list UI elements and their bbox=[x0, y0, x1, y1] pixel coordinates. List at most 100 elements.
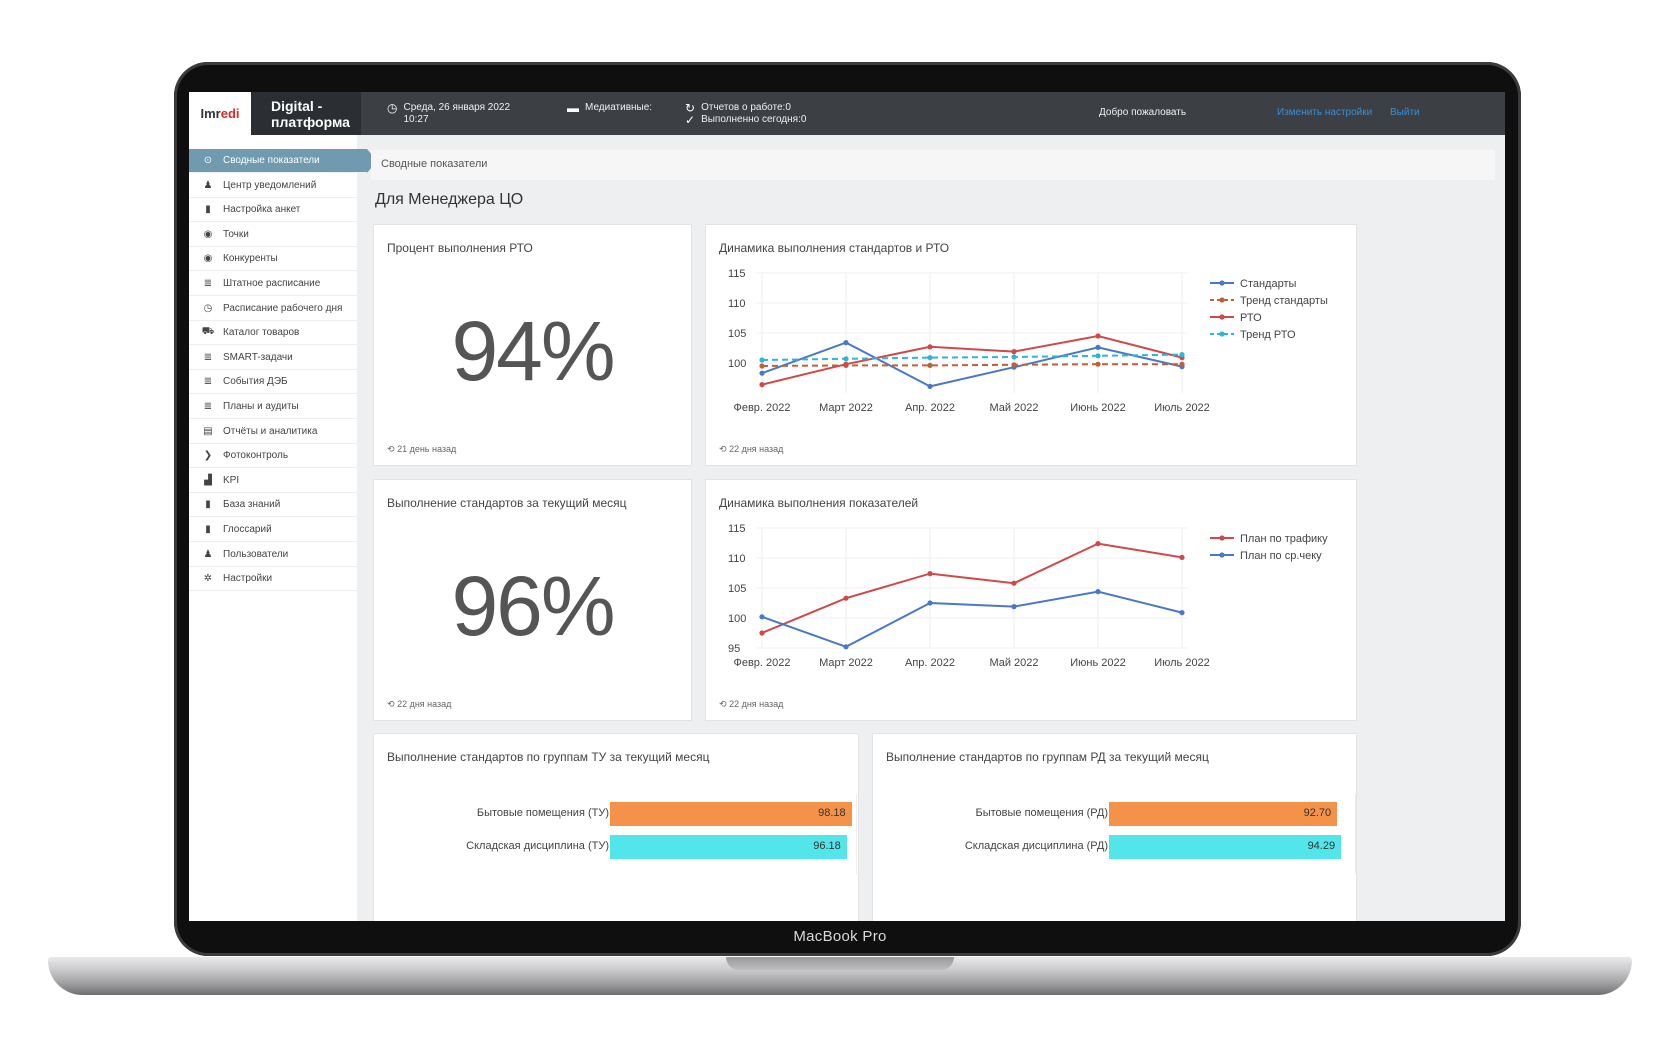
bar-category-label: Бытовые помещения (ТУ) bbox=[476, 807, 609, 819]
sidebar-item[interactable]: ▮ Глоссарий bbox=[189, 518, 357, 542]
card-title: Динамика выполнения показателей bbox=[719, 496, 919, 510]
data-point bbox=[759, 357, 765, 363]
grid-line bbox=[1355, 794, 1357, 874]
bar-row: Складская дисциплина (РД) 94.29 bbox=[873, 835, 1358, 859]
legend-marker bbox=[1219, 331, 1225, 337]
sidebar-item[interactable]: ◷ Расписание рабочего дня bbox=[189, 297, 357, 321]
data-point bbox=[1011, 580, 1017, 586]
bar-row: Бытовые помещения (РД) 92.70 bbox=[873, 802, 1358, 826]
y-tick-label: 105 bbox=[728, 328, 746, 340]
data-point bbox=[1179, 352, 1185, 358]
data-point bbox=[759, 614, 765, 620]
sidebar-item-label: Сводные показатели bbox=[223, 155, 320, 166]
dynamics-indicators-chart: 95 100 105 110 115 Февр. 2022 Март 2022 Апр. 20… bbox=[728, 523, 1328, 669]
y-tick-label: 115 bbox=[728, 268, 746, 280]
sidebar-item[interactable]: ▮ Настройка анкет bbox=[189, 198, 357, 223]
sidebar-item[interactable]: ≣ Штатное расписание bbox=[189, 272, 357, 296]
sidebar-item[interactable]: ▟ KPI bbox=[189, 469, 357, 493]
data-point bbox=[1011, 362, 1017, 368]
sidebar-item[interactable]: ▮ База знаний bbox=[189, 493, 357, 518]
data-point bbox=[843, 644, 849, 650]
globe-icon: ◉ bbox=[203, 228, 213, 240]
sidebar-item[interactable]: ◉ Конкуренты bbox=[189, 247, 357, 272]
gear-icon: ✲ bbox=[203, 573, 213, 585]
app-screen: Imr edi Digital - платформа ◷ Среда, 26 я… bbox=[189, 92, 1505, 921]
dynamics-standards-rto-chart: 100 105 110 115 Февр. 2022 Март 2022 Апр. 2022… bbox=[728, 268, 1328, 414]
legend-marker bbox=[1219, 280, 1225, 286]
sidebar-item[interactable]: ❯ Фотоконтроль bbox=[189, 444, 357, 469]
x-tick-label: Март 2022 bbox=[819, 402, 873, 414]
book-icon: ▮ bbox=[205, 499, 211, 511]
book-icon: ▮ bbox=[205, 524, 211, 535]
sidebar-item-label: KPI bbox=[223, 474, 240, 486]
legend-marker bbox=[1219, 552, 1225, 558]
sidebar-item-label: Каталог товаров bbox=[223, 327, 300, 339]
globe-icon: ◉ bbox=[203, 253, 213, 265]
legend-label: Стандарты bbox=[1240, 278, 1297, 290]
data-point bbox=[1179, 361, 1185, 367]
table-icon: ▤ bbox=[203, 425, 213, 437]
sidebar-item[interactable]: ≣ События ДЭБ bbox=[189, 370, 357, 395]
series-line bbox=[761, 542, 1183, 634]
reports-count: Отчетов о работе:0 bbox=[701, 102, 791, 113]
sidebar-item[interactable]: ⊙ Сводные показатели bbox=[189, 149, 377, 173]
card-footer: ⟲ 22 дня назад bbox=[719, 699, 783, 710]
y-tick-label: 100 bbox=[728, 613, 746, 625]
series-line bbox=[761, 590, 1183, 648]
sidebar-item[interactable]: ◉ Точки bbox=[189, 223, 357, 247]
legend-label: План по трафику bbox=[1240, 533, 1328, 545]
card-footer-text: 22 дня назад bbox=[729, 699, 784, 709]
card-title: Выполнение стандартов за текущий месяц bbox=[387, 496, 627, 510]
logo[interactable]: Imr edi bbox=[189, 92, 251, 135]
data-point bbox=[1095, 333, 1101, 339]
data-point bbox=[843, 356, 849, 362]
x-tick-label: Июнь 2022 bbox=[1070, 657, 1126, 669]
card-footer: ⟲ 22 дня назад bbox=[719, 444, 783, 455]
data-point bbox=[759, 363, 765, 369]
logout-link[interactable]: Выйти bbox=[1390, 107, 1420, 118]
data-point bbox=[927, 383, 933, 389]
chevron-right-icon: ❯ bbox=[203, 450, 213, 462]
data-point bbox=[1095, 541, 1101, 547]
change-settings-link[interactable]: Изменить настройки bbox=[1277, 107, 1373, 118]
standards-tu-groups-card: Выполнение стандартов по группам ТУ за т… bbox=[373, 733, 859, 921]
sidebar: ⊙ Сводные показатели ♟ Центр уведомлений ▮ На… bbox=[189, 135, 377, 921]
inbox-icon: ▬ bbox=[567, 101, 579, 115]
x-tick-label: Июнь 2022 bbox=[1070, 402, 1126, 414]
sidebar-item-label: Глоссарий bbox=[223, 524, 272, 535]
sidebar-item[interactable]: ≣ SMART-задачи bbox=[189, 346, 357, 370]
sidebar-item-label: SMART-задачи bbox=[223, 351, 293, 363]
sidebar-item[interactable]: ✲ Настройки bbox=[189, 567, 357, 592]
brand-line-2: платформа bbox=[271, 114, 350, 130]
bar-value-label: 96.18 bbox=[813, 840, 841, 852]
list-icon: ≣ bbox=[203, 351, 213, 363]
breadcrumb[interactable]: Сводные показатели bbox=[371, 150, 1495, 180]
x-tick-label: Февр. 2022 bbox=[733, 402, 790, 414]
sidebar-item[interactable]: ▤ Отчёты и аналитика bbox=[189, 420, 357, 444]
user-icon: ♟ bbox=[203, 548, 213, 560]
history-icon: ⟲ bbox=[387, 444, 395, 454]
data-point bbox=[927, 355, 933, 361]
data-point bbox=[1095, 344, 1101, 350]
date-text: Среда, 26 января 2022 bbox=[403, 102, 511, 113]
sidebar-item[interactable]: ≣ Планы и аудиты bbox=[189, 395, 357, 419]
sidebar-item[interactable]: ⛟ Каталог товаров bbox=[189, 321, 357, 346]
sidebar-item[interactable]: ♟ Центр уведомлений bbox=[189, 174, 357, 198]
legend-label: План по ср.чеку bbox=[1240, 550, 1322, 562]
sidebar-item-label: События ДЭБ bbox=[223, 376, 288, 388]
data-point bbox=[843, 595, 849, 601]
data-point bbox=[927, 600, 933, 606]
media-indicator: ▬ Медиативные: bbox=[567, 102, 652, 114]
rto-percent-card: Процент выполнения РТО 94% ⟲ 21 день наз… bbox=[373, 224, 692, 466]
series-line bbox=[761, 353, 1183, 361]
card-footer-text: 22 дня назад bbox=[729, 444, 784, 454]
legend-marker bbox=[1219, 535, 1225, 541]
card-title: Процент выполнения РТО bbox=[387, 241, 533, 255]
sidebar-item[interactable]: ♟ Пользователи bbox=[189, 543, 357, 567]
x-tick-label: Март 2022 bbox=[819, 657, 873, 669]
y-tick-label: 100 bbox=[728, 358, 746, 370]
grid-line bbox=[856, 794, 858, 874]
data-point bbox=[1095, 589, 1101, 595]
list-icon: ≣ bbox=[203, 278, 213, 289]
series-line bbox=[761, 334, 1183, 386]
